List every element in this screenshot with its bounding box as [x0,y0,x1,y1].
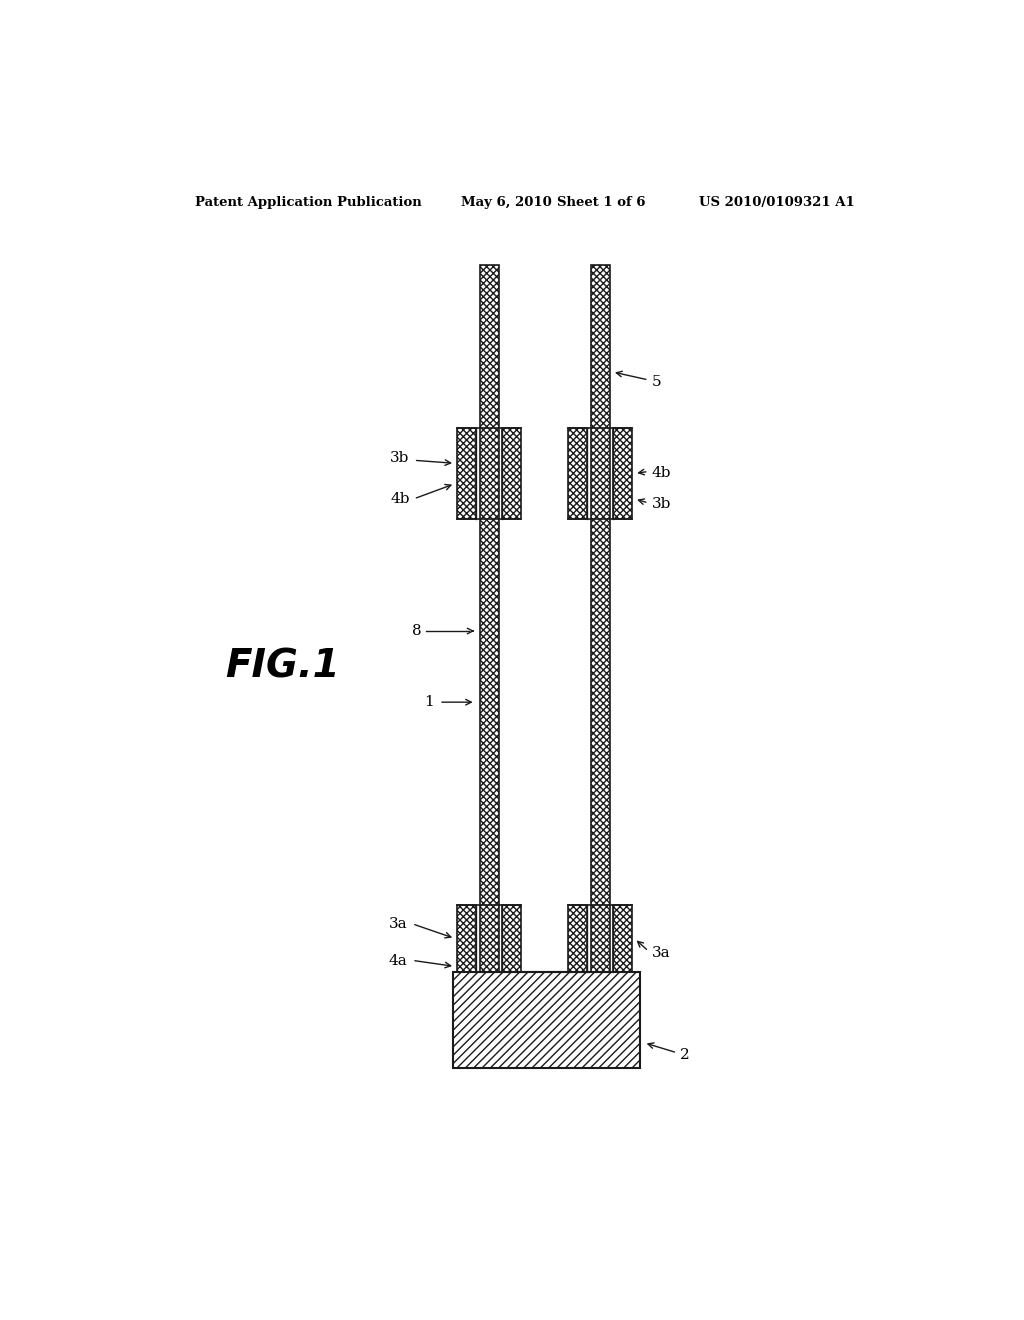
Polygon shape [613,428,632,519]
Text: 3b: 3b [390,451,410,465]
Text: Sheet 1 of 6: Sheet 1 of 6 [557,195,645,209]
Text: 3b: 3b [652,496,671,511]
Text: 3a: 3a [652,946,671,960]
Text: Patent Application Publication: Patent Application Publication [196,195,422,209]
Polygon shape [479,265,499,972]
Polygon shape [458,906,476,972]
Polygon shape [458,428,476,519]
Polygon shape [613,906,632,972]
Text: May 6, 2010: May 6, 2010 [461,195,552,209]
Text: 1: 1 [424,696,433,709]
Text: US 2010/0109321 A1: US 2010/0109321 A1 [699,195,855,209]
Text: 3a: 3a [389,917,408,931]
Text: 4b: 4b [390,492,410,506]
Text: 4b: 4b [652,466,672,480]
Polygon shape [502,428,521,519]
Text: 5: 5 [652,375,662,389]
Polygon shape [502,906,521,972]
Polygon shape [568,428,588,519]
Polygon shape [591,265,609,972]
Text: 8: 8 [412,624,422,638]
Polygon shape [454,972,640,1068]
Text: FIG.1: FIG.1 [225,648,340,685]
Polygon shape [568,906,588,972]
Text: 2: 2 [680,1048,689,1061]
Text: 4a: 4a [388,954,408,969]
